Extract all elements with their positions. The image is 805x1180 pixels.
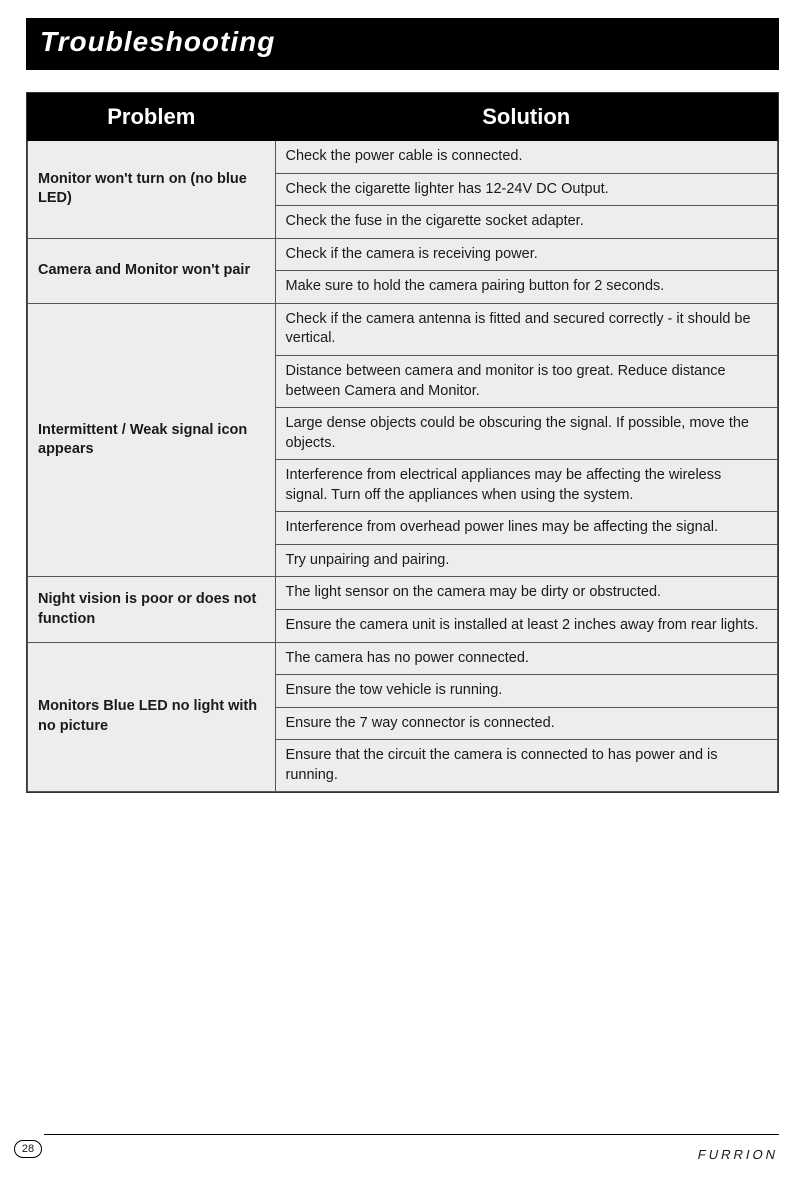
solution-cell: Check if the camera is receiving power.	[275, 238, 778, 271]
solution-cell: The light sensor on the camera may be di…	[275, 577, 778, 610]
solution-cell: Interference from electrical appliances …	[275, 460, 778, 512]
table-row: Camera and Monitor won't pairCheck if th…	[28, 238, 778, 271]
problem-cell: Intermittent / Weak signal icon appears	[28, 303, 276, 577]
solution-cell: Ensure the camera unit is installed at l…	[275, 610, 778, 643]
solution-cell: Large dense objects could be obscuring t…	[275, 408, 778, 460]
brand-logo: FURRION	[698, 1147, 779, 1162]
solution-cell: Ensure the 7 way connector is connected.	[275, 707, 778, 740]
problem-cell: Camera and Monitor won't pair	[28, 238, 276, 303]
table-row: Monitors Blue LED no light with no pictu…	[28, 642, 778, 675]
table-row: Intermittent / Weak signal icon appearsC…	[28, 303, 778, 355]
troubleshooting-table: Problem Solution Monitor won't turn on (…	[27, 93, 778, 792]
solution-cell: Ensure that the circuit the camera is co…	[275, 740, 778, 792]
solution-cell: Distance between camera and monitor is t…	[275, 355, 778, 407]
solution-cell: Ensure the tow vehicle is running.	[275, 675, 778, 708]
footer-rule	[44, 1134, 779, 1135]
column-header-problem: Problem	[28, 94, 276, 141]
table-row: Night vision is poor or does not functio…	[28, 577, 778, 610]
page-content: Troubleshooting Problem Solution Monitor…	[0, 0, 805, 793]
solution-cell: Interference from overhead power lines m…	[275, 512, 778, 545]
brand-text: FURRION	[696, 1147, 780, 1162]
column-header-solution: Solution	[275, 94, 778, 141]
problem-cell: Night vision is poor or does not functio…	[28, 577, 276, 642]
solution-cell: Try unpairing and pairing.	[275, 544, 778, 577]
problem-cell: Monitors Blue LED no light with no pictu…	[28, 642, 276, 792]
page-title: Troubleshooting	[26, 18, 779, 70]
troubleshooting-table-wrap: Problem Solution Monitor won't turn on (…	[26, 92, 779, 793]
problem-cell: Monitor won't turn on (no blue LED)	[28, 141, 276, 239]
solution-cell: Check the cigarette lighter has 12-24V D…	[275, 173, 778, 206]
table-body: Monitor won't turn on (no blue LED)Check…	[28, 141, 778, 792]
page-footer: 28 FURRION	[0, 1134, 805, 1164]
solution-cell: Check the fuse in the cigarette socket a…	[275, 206, 778, 239]
solution-cell: Check if the camera antenna is fitted an…	[275, 303, 778, 355]
solution-cell: Check the power cable is connected.	[275, 141, 778, 174]
solution-cell: The camera has no power connected.	[275, 642, 778, 675]
table-row: Monitor won't turn on (no blue LED)Check…	[28, 141, 778, 174]
page-number: 28	[14, 1140, 42, 1158]
solution-cell: Make sure to hold the camera pairing but…	[275, 271, 778, 304]
